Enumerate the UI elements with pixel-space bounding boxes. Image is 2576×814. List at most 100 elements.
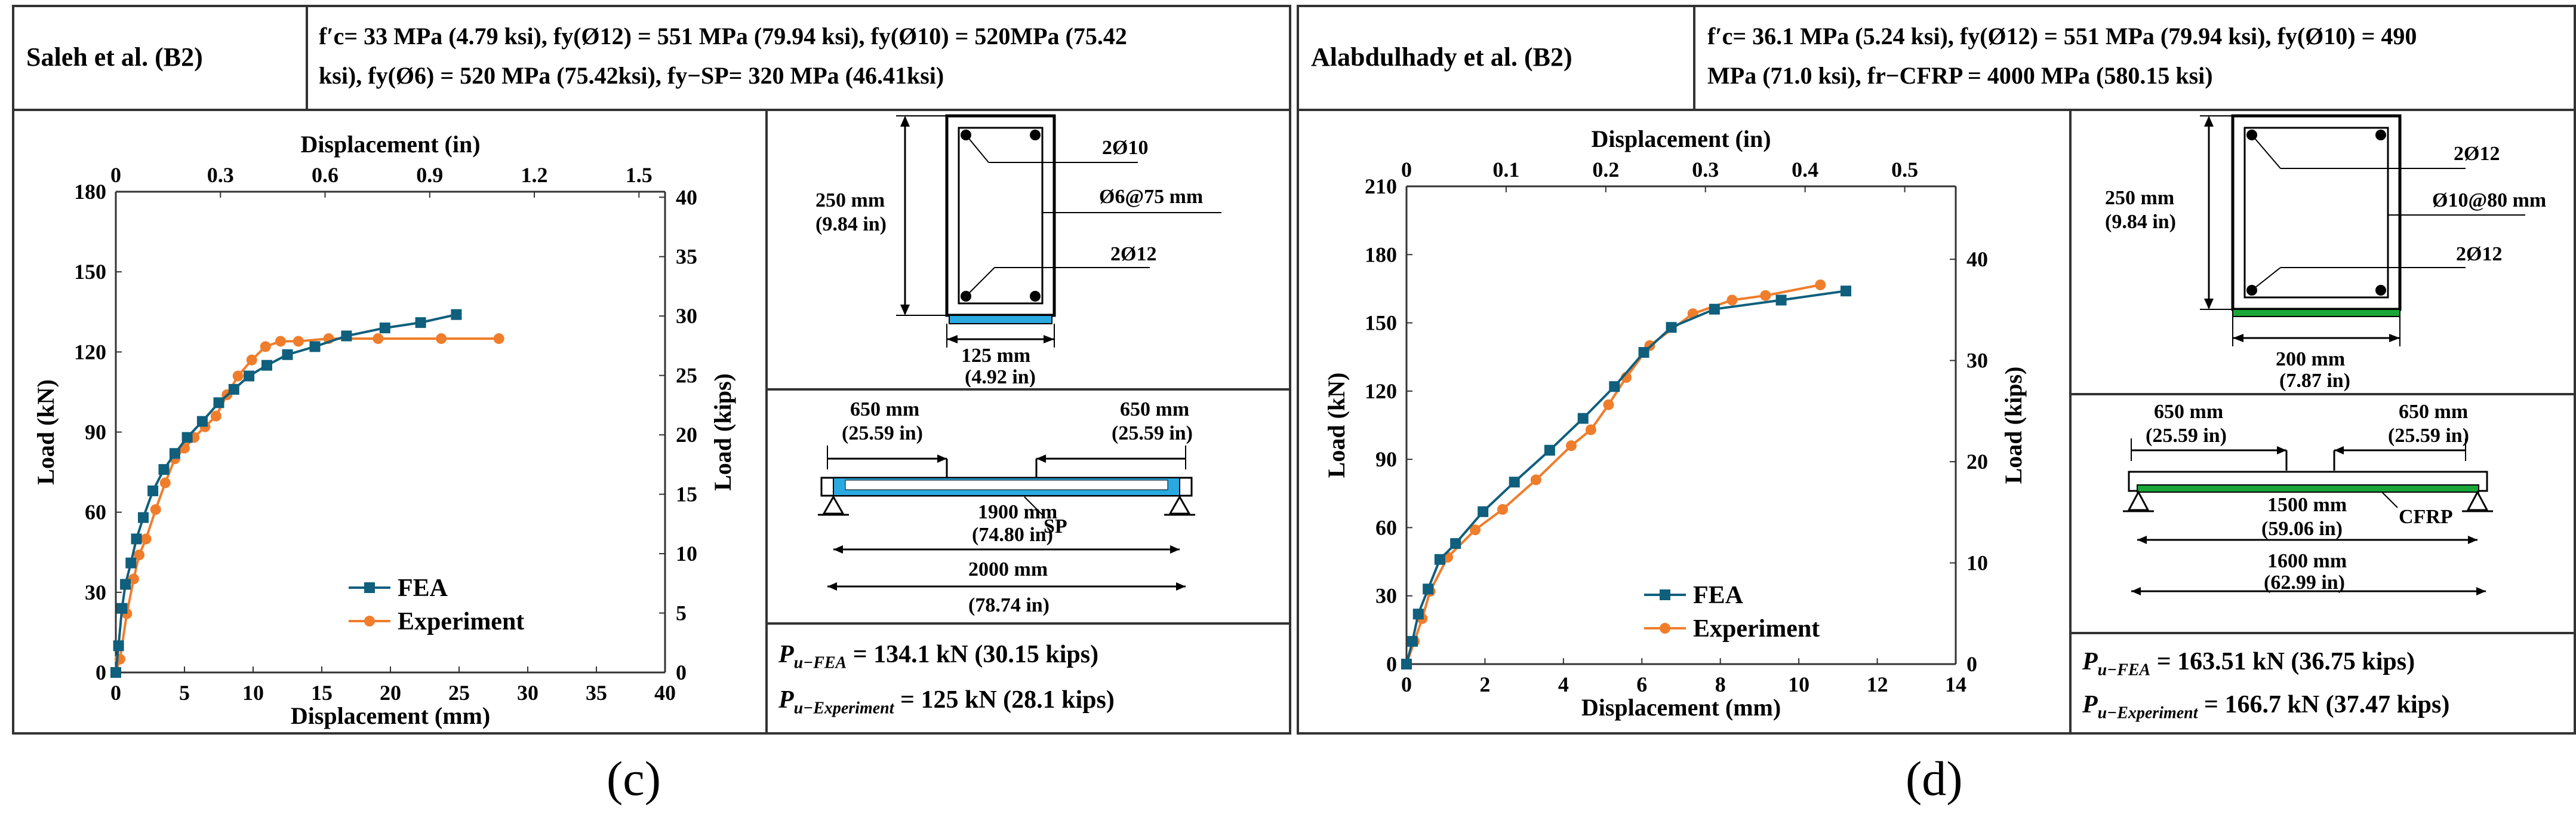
- data-point-fea: [1609, 381, 1620, 392]
- section-height-label-in: (9.84 in): [815, 213, 887, 235]
- data-point-fea: [1412, 609, 1424, 620]
- span-label-in: (78.74 in): [968, 594, 1050, 616]
- y2-tick-label: 0: [676, 661, 687, 684]
- data-point-experiment: [1760, 290, 1771, 301]
- arrow-right: [1044, 335, 1054, 343]
- data-point-fea: [1841, 285, 1851, 297]
- stirrup: [2243, 127, 2389, 299]
- legend-marker-fea: [364, 582, 375, 593]
- series-line-experiment: [1405, 284, 1821, 665]
- stirrup-label: Ø6@75 mm: [1099, 186, 1203, 208]
- data-point-experiment: [1603, 399, 1614, 410]
- strip-length-label-in: (59.06 in): [2261, 518, 2343, 540]
- x2-tick-label: 0: [110, 163, 121, 187]
- shear-span-left-label-in: (25.59 in): [842, 422, 923, 444]
- y-tick-label: 210: [1365, 174, 1397, 198]
- x2-tick-label: 0.3: [207, 163, 234, 187]
- material-properties-line-2: MPa (71.0 ksi), fr−CFRP = 4000 MPa (580.…: [1707, 62, 2213, 89]
- arrow: [2476, 587, 2486, 595]
- material-properties-line-1: f′c= 36.1 MPa (5.24 ksi), fy(Ø12) = 551 …: [1707, 23, 2417, 50]
- caption-d: (d): [1906, 751, 1963, 806]
- section-height-label: 250 mm: [2105, 187, 2174, 209]
- support-left: [2127, 490, 2150, 511]
- data-point-fea: [138, 512, 149, 523]
- y2-tick-label: 5: [676, 601, 687, 625]
- data-point-fea: [213, 397, 224, 408]
- panel-d: Alabdulhady et al. (B2) f′c= 36.1 MPa (5…: [1297, 5, 2576, 735]
- x-tick-label: 12: [1867, 672, 1888, 696]
- x-tick-label: 0: [1401, 672, 1412, 696]
- top-bar-label: 2Ø12: [2454, 143, 2500, 165]
- shear-span-left-label: 650 mm: [2154, 401, 2223, 423]
- arrow: [1170, 545, 1180, 554]
- shear-span-right-label: 650 mm: [1120, 398, 1189, 420]
- elevation-divider: [765, 622, 1289, 625]
- legend-label-experiment: Experiment: [1693, 615, 1820, 643]
- legend-marker-experiment: [364, 616, 375, 626]
- data-point-fea: [181, 432, 193, 443]
- data-point-experiment: [1726, 294, 1738, 306]
- x2-axis-label: Displacement (in): [1591, 125, 1771, 152]
- shear-span-right-label-in: (25.59 in): [2388, 425, 2469, 447]
- data-point-fea: [1577, 413, 1589, 424]
- data-point-fea: [116, 603, 128, 614]
- span-label: 2000 mm: [968, 558, 1048, 580]
- leader-top-bar: [2251, 134, 2281, 169]
- data-point-experiment: [493, 333, 504, 344]
- y-tick-label: 150: [74, 260, 106, 284]
- shear-span-right-label: 650 mm: [2399, 401, 2468, 423]
- strip-label: SP: [1044, 515, 1067, 537]
- leader-bottom-bar: [965, 267, 995, 297]
- legend-label-fea: FEA: [1693, 582, 1744, 609]
- data-point-experiment: [1530, 474, 1541, 486]
- result-fea: Pu−FEA = 134.1 kN (30.15 kips): [778, 641, 1099, 672]
- x-tick-label: 5: [179, 681, 190, 705]
- chart-right-divider: [2069, 109, 2072, 732]
- data-point-fea: [1423, 583, 1434, 595]
- data-point-experiment: [1585, 424, 1596, 435]
- section-width-label-in: (7.87 in): [2279, 370, 2350, 392]
- top-bar-right: [1030, 130, 1041, 140]
- x2-tick-label: 0.6: [312, 163, 338, 187]
- x-tick-label: 15: [311, 681, 333, 705]
- arrow: [2334, 446, 2344, 454]
- x-tick-label: 6: [1636, 672, 1647, 696]
- x2-tick-label: 0.2: [1592, 158, 1619, 182]
- arrow: [937, 454, 947, 463]
- section-width-label-in: (4.92 in): [965, 366, 1036, 387]
- x-tick-label: 8: [1715, 672, 1726, 696]
- result-experiment: Pu−Experiment = 166.7 kN (37.47 kips): [2082, 691, 2450, 723]
- x-axis-label: Displacement (mm): [1581, 694, 1781, 721]
- data-point-experiment: [275, 336, 286, 347]
- x2-tick-label: 0.4: [1792, 158, 1818, 182]
- y-tick-label: 180: [74, 180, 106, 204]
- section-divider: [2069, 393, 2574, 395]
- arrow-bottom: [2204, 299, 2214, 309]
- bottom-bar-label: 2Ø12: [1110, 243, 1156, 265]
- legend-marker-experiment: [1660, 623, 1670, 634]
- support-right: [2466, 490, 2489, 511]
- cross-section-c: 250 mm (9.84 in) 2Ø10 Ø6@75 mm 2Ø12 125 …: [815, 114, 1221, 387]
- arrow-bottom: [900, 305, 910, 315]
- data-point-experiment: [134, 549, 145, 561]
- data-point-experiment: [232, 370, 244, 382]
- y-tick-label: 0: [1386, 652, 1397, 676]
- arrow-left: [2233, 334, 2243, 342]
- support-left: [822, 494, 845, 515]
- span-label: 1600 mm: [2267, 550, 2347, 572]
- shear-span-left-label-in: (25.59 in): [2146, 425, 2227, 447]
- data-point-experiment: [436, 333, 447, 344]
- data-point-fea: [1434, 554, 1445, 565]
- y2-axis-label: Load (kips): [2000, 367, 2027, 484]
- data-point-experiment: [260, 341, 271, 352]
- cfrp-strip: [2232, 309, 2400, 317]
- arrow-top: [2204, 116, 2214, 127]
- x2-tick-label: 1.5: [626, 163, 653, 187]
- x-tick-label: 0: [110, 681, 121, 705]
- y-tick-label: 120: [1365, 379, 1397, 403]
- material-properties-line-1: f′c= 33 MPa (4.79 ksi), fy(Ø12) = 551 MP…: [319, 23, 1127, 50]
- caption-c: (c): [607, 751, 661, 806]
- strip-length-label: 1500 mm: [2267, 494, 2347, 516]
